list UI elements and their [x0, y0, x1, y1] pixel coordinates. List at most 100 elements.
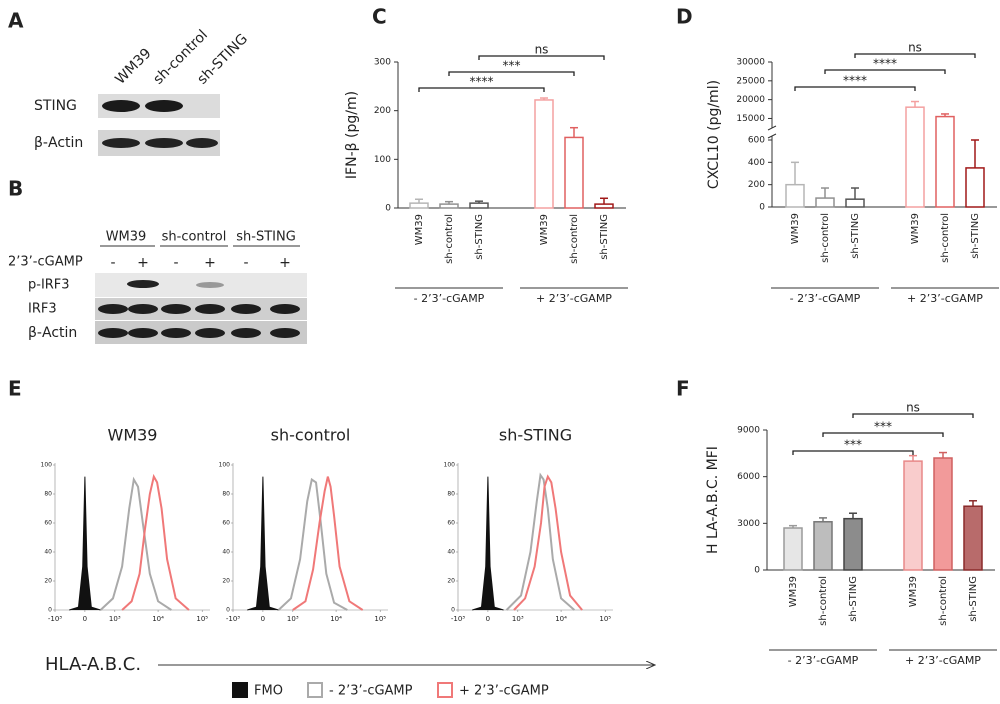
- bar: [564, 136, 584, 209]
- significance-label: ****: [843, 74, 867, 88]
- chart-title: sh-control: [271, 426, 351, 445]
- group-label: WM39: [106, 230, 147, 245]
- x-tick-label: WM39: [910, 213, 921, 244]
- y-tick-label: 80: [222, 491, 230, 498]
- x-tick-label: 10⁴: [152, 615, 164, 623]
- blot-band: [102, 100, 140, 112]
- x-tick-label: sh-control: [818, 576, 829, 626]
- x-tick-label: sh-control: [938, 576, 949, 626]
- group-label: + 2’3’-cGAMP: [905, 654, 981, 667]
- blot-band: [127, 280, 159, 288]
- legend-swatch: [307, 682, 323, 698]
- significance-label: ****: [470, 75, 494, 89]
- x-tick-label: WM39: [908, 576, 919, 607]
- axis-break: [767, 133, 777, 139]
- blot-band: [145, 100, 183, 112]
- legend-label: FMO: [254, 684, 283, 699]
- group-label: - 2’3’-cGAMP: [790, 292, 861, 305]
- y-tick-label: 200: [374, 106, 391, 116]
- significance-label: ****: [873, 57, 897, 71]
- panel-letter: D: [676, 5, 693, 29]
- significance-line: [448, 71, 575, 76]
- y-tick-label: 0: [226, 607, 230, 614]
- axis-label: HLA-A.B.C.: [45, 654, 141, 675]
- significance-line: [794, 86, 916, 91]
- x-tick-label: sh-STING: [474, 214, 485, 260]
- y-axis-label: IFN-β (pg/m): [344, 91, 360, 179]
- sign: -: [110, 255, 115, 271]
- y-tick-label: 3000: [737, 519, 760, 529]
- bar: [843, 517, 863, 571]
- x-tick-label: WM39: [414, 214, 425, 245]
- y-tick-label: 100: [444, 462, 456, 469]
- row-label: p-IRF3: [28, 278, 70, 293]
- x-tick-label: sh-STING: [848, 576, 859, 622]
- y-tick-label: 0: [385, 204, 391, 214]
- x-tick-label: -10³: [451, 615, 465, 623]
- chart-title: sh-STING: [499, 426, 572, 445]
- y-axis-label: CXCL10 (pg/ml): [706, 80, 722, 189]
- x-tick-label: 10³: [109, 615, 121, 623]
- significance-label: ns: [906, 401, 920, 415]
- sign: -: [173, 255, 178, 271]
- y-tick-label: 600: [748, 136, 765, 146]
- bar: [469, 202, 489, 209]
- x-tick-label: sh-STING: [970, 213, 981, 259]
- y-tick-label: 0: [759, 203, 765, 213]
- chart-title: WM39: [108, 426, 158, 445]
- x-tick-label: sh-control: [569, 214, 580, 264]
- bar: [933, 457, 953, 571]
- sign: +: [137, 255, 149, 271]
- x-tick-label: 0: [261, 615, 265, 623]
- y-tick-label: 25000: [736, 76, 765, 86]
- significance-line: [478, 55, 605, 60]
- histogram-curve: [99, 476, 172, 611]
- x-tick-label: 0: [486, 615, 490, 623]
- bar: [905, 106, 925, 208]
- x-tick-label: WM39: [539, 214, 550, 245]
- bar: [409, 202, 429, 209]
- panel-letter: F: [676, 377, 690, 401]
- y-tick-label: 40: [44, 549, 52, 556]
- x-tick-label: 10⁵: [599, 615, 611, 623]
- bar: [963, 505, 983, 571]
- significance-line: [792, 450, 914, 455]
- panel-letter: B: [8, 177, 23, 201]
- y-tick-label: 20000: [736, 95, 765, 105]
- x-tick-label: 0: [83, 615, 87, 623]
- panel-letter: E: [8, 377, 22, 401]
- significance-line: [824, 69, 946, 74]
- lane-label: WM39: [112, 45, 154, 87]
- y-tick-label: 200: [748, 180, 765, 190]
- y-tick-label: 9000: [737, 426, 760, 436]
- x-tick-label: sh-STING: [850, 213, 861, 259]
- legend-label: + 2’3’-cGAMP: [459, 684, 549, 699]
- y-tick-label: 0: [754, 566, 760, 576]
- bar: [903, 460, 923, 571]
- x-tick-label: 10⁵: [196, 615, 208, 623]
- sign: +: [279, 255, 291, 271]
- y-tick-label: 100: [41, 462, 53, 469]
- y-tick-label: 60: [44, 520, 52, 527]
- significance-line: [418, 87, 545, 92]
- y-tick-label: 0: [48, 607, 52, 614]
- bar: [594, 203, 614, 209]
- bar: [785, 183, 805, 208]
- y-tick-label: 30000: [736, 58, 765, 68]
- legend-swatch: [437, 682, 453, 698]
- y-tick-label: 20: [447, 578, 455, 585]
- y-tick-label: 300: [374, 58, 391, 68]
- y-tick-label: 20: [44, 578, 52, 585]
- group-label: + 2’3’-cGAMP: [536, 292, 612, 305]
- histogram-curve: [513, 474, 583, 611]
- panel-letter: C: [372, 5, 387, 29]
- sign: -: [243, 255, 248, 271]
- bar: [534, 99, 554, 209]
- histogram-curve: [247, 476, 279, 611]
- bar: [815, 197, 835, 208]
- blot-band: [145, 138, 183, 148]
- bar: [783, 527, 803, 571]
- bar: [845, 198, 865, 208]
